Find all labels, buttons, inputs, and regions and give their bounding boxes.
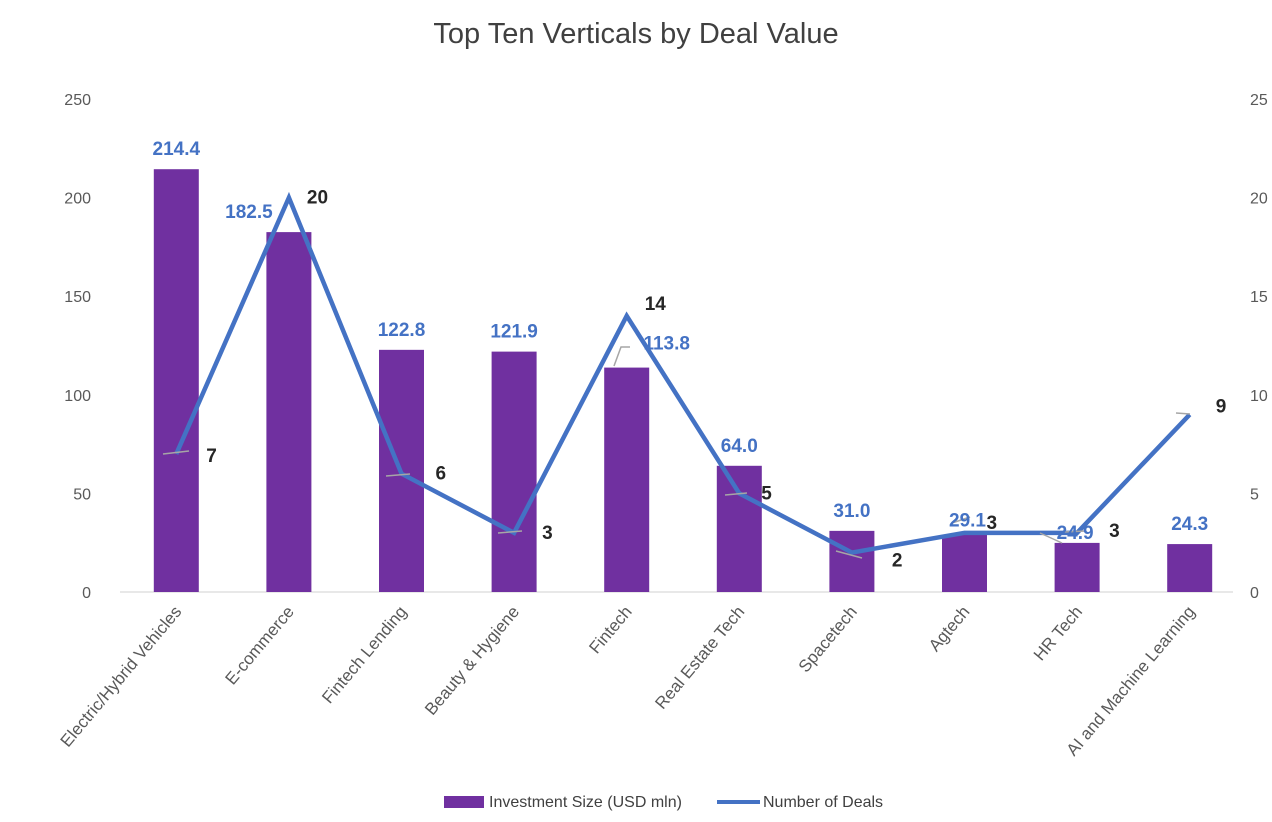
bar-value-label: 214.4	[153, 139, 201, 160]
bar	[266, 232, 312, 593]
line-data-labels: 7 20 6 3 14 5 2 3 3 9	[206, 188, 1226, 572]
bar-value-label: 29.1	[949, 511, 986, 532]
line-value-label: 3	[987, 513, 998, 534]
right-axis: 0 5 10 15 20 25	[1250, 92, 1268, 602]
line-series	[174, 191, 1192, 555]
bar	[491, 351, 537, 592]
line-value-label: 7	[206, 446, 217, 467]
line-value-label: 2	[892, 551, 903, 572]
right-tick-label: 20	[1250, 191, 1268, 208]
legend-bar-swatch	[444, 796, 484, 808]
category-label: Real Estate Tech	[651, 602, 748, 712]
bar-value-label: 31.0	[833, 501, 870, 522]
chart-title: Top Ten Verticals by Deal Value	[433, 18, 838, 50]
category-label: Beauty & Hygiene	[421, 602, 523, 718]
bar	[716, 465, 762, 592]
leader-line	[724, 492, 748, 496]
right-tick-label: 5	[1250, 486, 1259, 503]
bar	[1167, 544, 1213, 592]
leader-line	[1175, 412, 1191, 415]
category-label: Electric/Hybrid Vehicles	[57, 602, 186, 750]
category-label: AI and Machine Learning	[1063, 602, 1199, 759]
leader-line	[1063, 530, 1087, 533]
line-value-label: 3	[542, 523, 553, 544]
category-labels: Electric/Hybrid Vehicles E-commerce Fintec…	[57, 602, 1199, 759]
category-label: Fintech	[585, 602, 635, 657]
leader-lines	[162, 346, 1191, 559]
legend-bar-label: Investment Size (USD mln)	[489, 794, 682, 811]
bar-value-label: 64.0	[721, 436, 758, 457]
leader-line	[497, 530, 523, 534]
left-tick-label: 100	[64, 388, 91, 405]
bar-data-labels: 214.4 182.5 122.8 121.9 113.8 64.0 31.0 29.1 24.…	[153, 139, 1209, 544]
left-tick-label: 150	[64, 289, 91, 306]
leader-line	[385, 473, 411, 477]
legend-line-label: Number of Deals	[763, 794, 883, 811]
bar-series	[153, 169, 1213, 593]
line-value-label: 3	[1109, 521, 1120, 542]
bar	[153, 169, 199, 593]
bar	[1054, 542, 1100, 592]
category-label: HR Tech	[1030, 602, 1086, 664]
right-tick-label: 25	[1250, 92, 1268, 109]
category-label: Spacetech	[795, 602, 861, 676]
category-label: Agtech	[925, 602, 974, 655]
bar	[942, 534, 987, 592]
left-tick-label: 50	[73, 486, 91, 503]
line-value-label: 20	[307, 188, 328, 209]
bar-value-label: 182.5	[225, 202, 273, 223]
category-label: E-commerce	[221, 602, 297, 688]
right-tick-label: 0	[1250, 585, 1259, 602]
bar-value-label: 24.3	[1171, 514, 1208, 535]
bar-value-label: 24.9	[1057, 523, 1094, 544]
category-label: Fintech Lending	[318, 602, 410, 707]
leader-line	[951, 516, 971, 524]
bar-value-label: 113.8	[643, 334, 690, 355]
left-axis: 0 50 100 150 200 250	[64, 92, 91, 602]
leader-line	[613, 346, 630, 367]
bar-value-label: 122.8	[378, 320, 426, 341]
deals-line	[174, 191, 1192, 555]
right-tick-label: 10	[1250, 388, 1268, 405]
leader-line	[162, 450, 190, 455]
line-value-label: 9	[1216, 397, 1227, 418]
left-tick-label: 200	[64, 191, 91, 208]
left-tick-label: 0	[82, 585, 91, 602]
leader-line	[1039, 532, 1063, 544]
line-value-label: 6	[436, 464, 447, 485]
bar	[829, 530, 875, 592]
left-tick-label: 250	[64, 92, 91, 109]
line-value-label: 14	[645, 294, 667, 315]
right-tick-label: 15	[1250, 289, 1268, 306]
line-value-label: 5	[761, 483, 772, 504]
bar-value-label: 121.9	[490, 322, 538, 343]
legend: Investment Size (USD mln) Number of Deal…	[444, 794, 883, 811]
leader-line	[835, 550, 863, 559]
bar	[604, 367, 650, 592]
